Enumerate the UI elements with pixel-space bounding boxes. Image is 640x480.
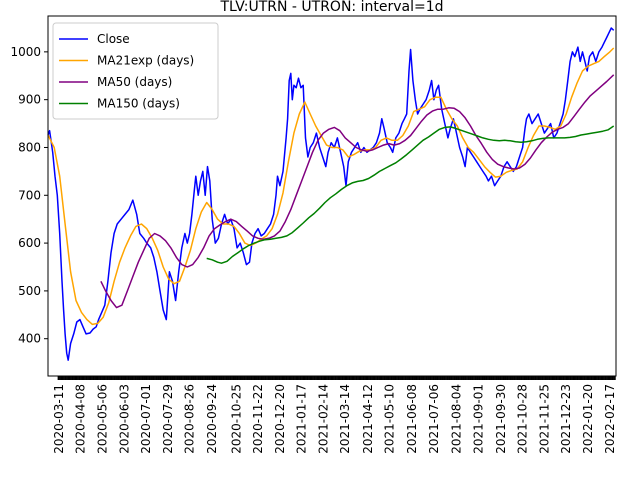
plot-area <box>47 27 615 361</box>
y-tick-label: 700 <box>18 188 41 202</box>
series-line-ma21exp-days <box>47 47 615 326</box>
legend-label: Close <box>97 32 130 46</box>
chart-title: TLV:UTRN - UTRON: interval=1d <box>219 0 443 15</box>
y-tick-label: 500 <box>18 284 41 298</box>
series-line-ma50-days <box>100 74 615 309</box>
y-tick-label: 600 <box>18 236 41 250</box>
x-tick-label: 2021-01-17 <box>295 384 309 454</box>
x-tick-label: 2021-02-14 <box>316 384 330 454</box>
y-tick-label: 400 <box>18 332 41 346</box>
x-tick-label: 2021-11-25 <box>537 384 551 454</box>
legend: Close MA21exp (days) MA50 (days) MA150 (day… <box>52 22 219 120</box>
series-line-ma150-days <box>206 125 615 264</box>
y-tick-label: 1000 <box>10 45 41 59</box>
x-tick-label: 2020-09-24 <box>205 384 219 454</box>
x-tick-label: 2020-04-08 <box>74 384 88 454</box>
x-tick-label: 2022-02-17 <box>603 384 617 454</box>
x-tick-label: 2020-07-01 <box>139 384 153 454</box>
x-tick-label: 2020-07-29 <box>161 384 175 454</box>
x-tick-label: 2021-08-04 <box>449 384 463 454</box>
x-tick-label: 2020-03-11 <box>52 384 66 454</box>
legend-label: MA50 (days) <box>97 75 172 89</box>
x-tick-label: 2021-06-08 <box>405 384 419 454</box>
y-axis: 400 500 600 700 800 900 1000 <box>10 45 48 346</box>
x-tick-label: 2021-07-06 <box>427 384 441 454</box>
x-tick-label: 2020-06-03 <box>117 384 131 454</box>
x-tick-label: 2021-03-14 <box>338 384 352 454</box>
x-tick-label: 2021-09-01 <box>471 384 485 454</box>
x-tick-label: 2020-12-20 <box>273 384 287 454</box>
x-tick-label: 2021-04-12 <box>361 384 375 454</box>
x-tick-label: 2022-01-20 <box>581 384 595 454</box>
y-tick-label: 900 <box>18 93 41 107</box>
x-tick-label: 2021-12-23 <box>559 384 573 454</box>
x-tick-label: 2021-10-28 <box>516 384 530 454</box>
plot-frame <box>47 15 617 377</box>
x-tick-label: 2020-05-06 <box>95 384 109 454</box>
x-tick-label: 2020-08-26 <box>183 384 197 454</box>
legend-box <box>52 22 219 120</box>
y-tick-label: 800 <box>18 140 41 154</box>
legend-label: MA150 (days) <box>97 97 180 111</box>
x-tick-label: 2021-09-30 <box>494 384 508 454</box>
x-axis: 2020-03-11 2020-04-08 2020-05-06 2020-06-03… <box>52 376 617 454</box>
series-line-close <box>47 27 615 361</box>
x-tick-label: 2020-10-25 <box>229 384 243 454</box>
legend-label: MA21exp (days) <box>97 54 194 68</box>
x-tick-label: 2020-11-22 <box>251 384 265 454</box>
x-tick-label: 2021-05-10 <box>383 384 397 454</box>
